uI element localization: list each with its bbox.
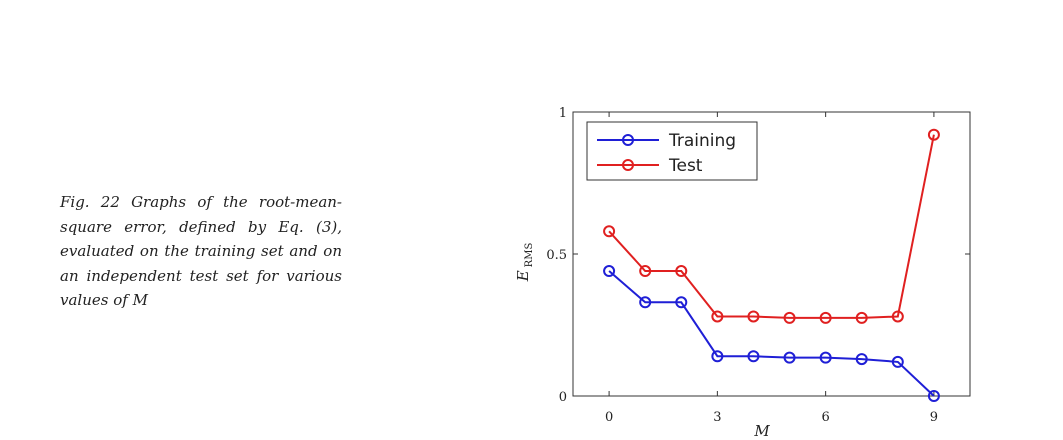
y-axis-label-subscript: RMS: [524, 243, 535, 268]
figure-caption: Fig. 22 Graphs of the root-mean-square e…: [60, 193, 342, 309]
y-axis-label-main: E: [514, 270, 532, 282]
x-tick-label: 9: [930, 410, 938, 425]
y-axis-label: E RMS: [514, 243, 535, 283]
data-point: [819, 351, 832, 364]
data-point: [711, 350, 724, 363]
series-line: [608, 270, 935, 397]
data-point: [639, 265, 652, 278]
data-point: [855, 311, 868, 324]
data-point: [783, 351, 796, 364]
data-point: [927, 128, 940, 141]
data-point: [819, 311, 832, 324]
data-point: [855, 353, 868, 366]
x-tick-label: 6: [821, 410, 829, 425]
legend-marker: [622, 134, 634, 146]
chart-series: [603, 128, 940, 402]
data-point: [891, 355, 904, 368]
data-point: [747, 310, 760, 323]
data-point: [639, 296, 652, 309]
data-point: [711, 310, 724, 323]
data-point: [603, 225, 616, 238]
data-point: [927, 390, 940, 402]
x-axis-label: M: [753, 422, 770, 440]
legend-box: [586, 121, 758, 181]
data-point: [891, 310, 904, 323]
x-tick-label: 0: [605, 410, 613, 425]
legend-marker: [622, 159, 634, 171]
legend-label: Test: [668, 156, 703, 176]
y-tick-label: 0: [559, 390, 567, 405]
data-point: [675, 265, 688, 278]
data-point: [603, 265, 616, 278]
chart-axes: 0 3 6 9 0 0.5 1: [546, 106, 971, 425]
series-training: [603, 265, 940, 402]
y-tick-label: 0.5: [546, 248, 567, 263]
data-point: [675, 296, 688, 309]
chart-axis-labels: M E RMS: [514, 243, 770, 440]
data-point: [747, 350, 760, 363]
chart-legend: Training Test: [586, 121, 758, 181]
series-line: [608, 134, 935, 319]
y-tick-label: 1: [559, 106, 567, 121]
data-point: [783, 311, 796, 324]
series-test: [603, 128, 940, 324]
x-tick-label: 3: [713, 410, 721, 425]
legend-label: Training: [668, 131, 736, 151]
